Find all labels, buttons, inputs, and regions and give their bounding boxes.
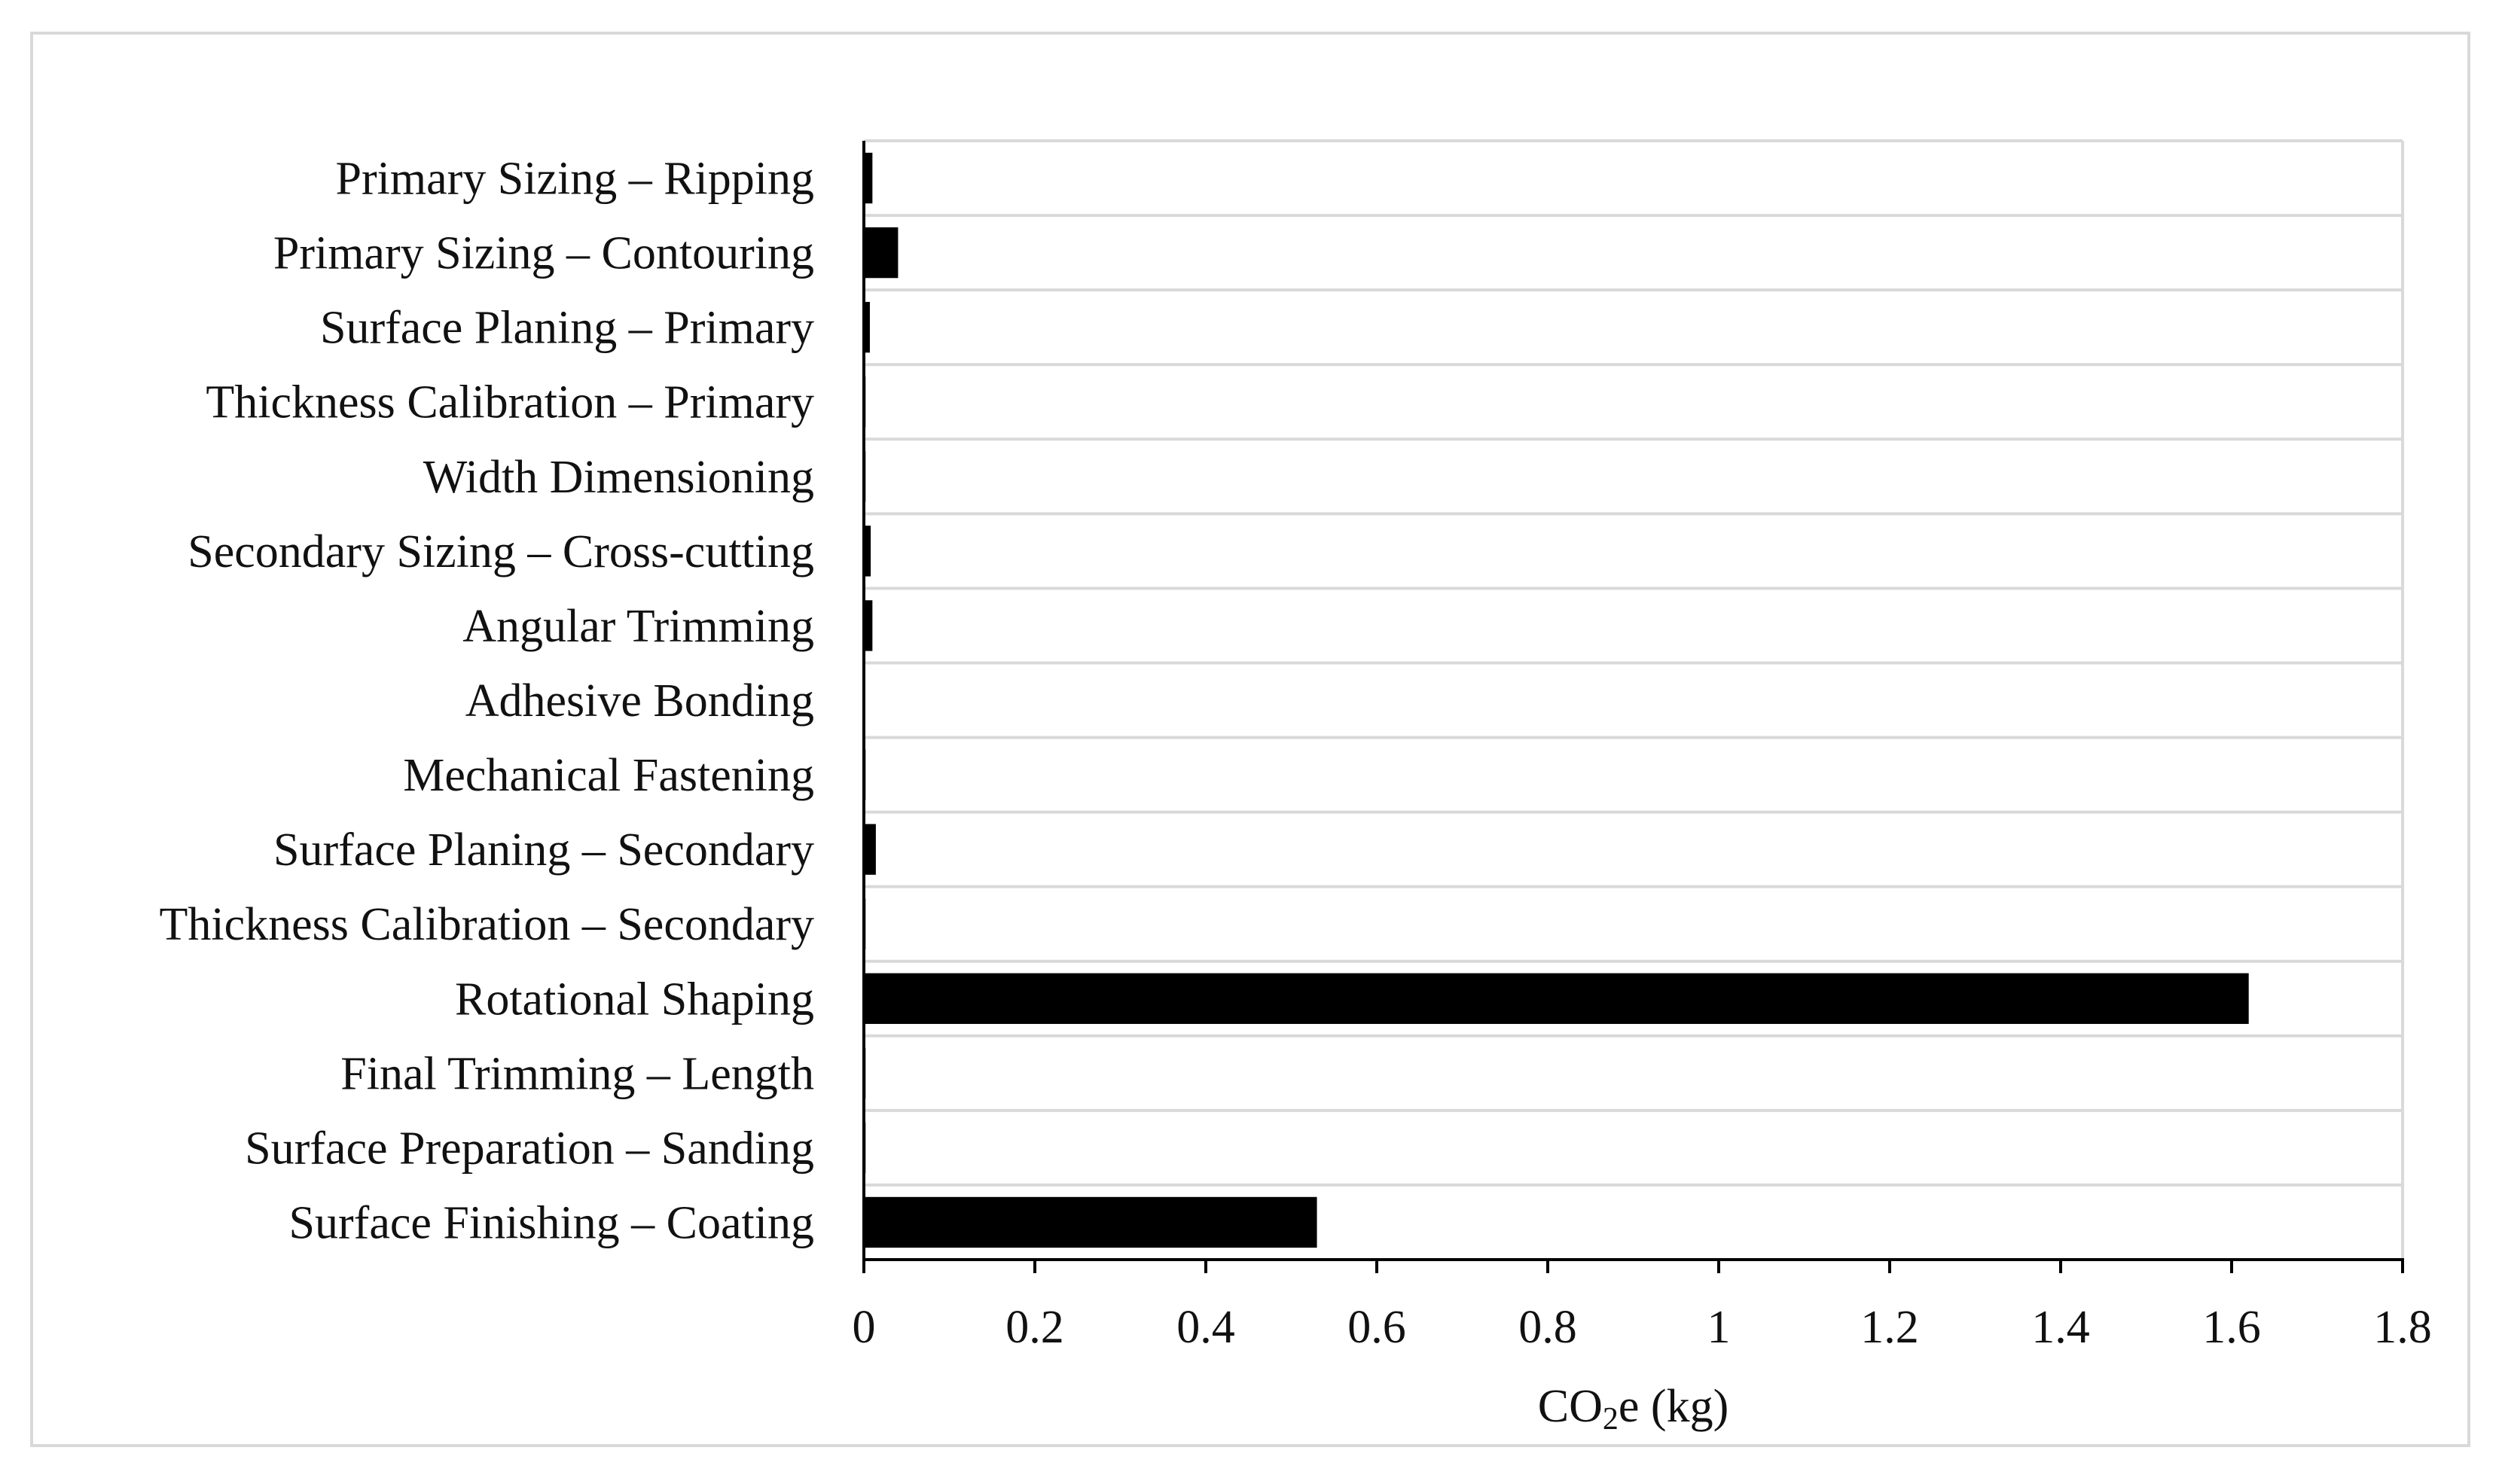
category-label: Secondary Sizing – Cross-cutting bbox=[188, 526, 814, 577]
grid-layer bbox=[864, 139, 2404, 1261]
category-label: Adhesive Bonding bbox=[465, 675, 814, 727]
category-label: Surface Preparation – Sanding bbox=[245, 1123, 814, 1174]
category-label: Primary Sizing – Contouring bbox=[273, 228, 814, 279]
category-label: Surface Planing – Primary bbox=[320, 303, 814, 354]
x-axis-title-subscript: 2 bbox=[1603, 1402, 1619, 1437]
x-tick-label: 0.8 bbox=[1518, 1302, 1577, 1353]
category-label: Final Trimming – Length bbox=[340, 1048, 814, 1099]
category-label: Angular Trimming bbox=[462, 601, 814, 652]
category-label: Rotational Shaping bbox=[455, 974, 814, 1025]
x-axis-title-main: CO bbox=[1538, 1381, 1603, 1432]
category-label: Width Dimensioning bbox=[423, 452, 814, 503]
x-tick-label: 1.6 bbox=[2202, 1302, 2261, 1353]
x-tick-label: 0.6 bbox=[1347, 1302, 1406, 1353]
bar bbox=[864, 600, 873, 651]
x-tick-label: 1.2 bbox=[1860, 1302, 1919, 1353]
bar bbox=[864, 824, 876, 875]
axis-layer bbox=[862, 141, 2404, 1273]
bar bbox=[864, 1196, 1317, 1248]
bar bbox=[864, 526, 871, 577]
x-tick-label: 1.4 bbox=[2031, 1302, 2090, 1353]
category-label: Mechanical Fastening bbox=[403, 750, 814, 801]
category-label: Thickness Calibration – Primary bbox=[206, 377, 814, 428]
bar bbox=[864, 152, 873, 204]
x-tick-label: 1 bbox=[1707, 1302, 1731, 1353]
x-tick-label: 0.2 bbox=[1005, 1302, 1064, 1353]
bar-layer bbox=[864, 152, 2249, 1248]
x-tick-label: 0.4 bbox=[1176, 1302, 1235, 1353]
bar bbox=[864, 973, 2249, 1024]
category-label-layer: Primary Sizing – Ripping Primary Sizing –… bbox=[159, 154, 814, 1249]
bar bbox=[864, 227, 899, 279]
category-label: Thickness Calibration – Secondary bbox=[159, 899, 814, 950]
tick-label-layer: 0 0.2 0.4 0.6 0.8 1 1.2 1.4 1.6 1.8 bbox=[853, 1302, 2432, 1353]
x-tick-label: 1.8 bbox=[2373, 1302, 2432, 1353]
x-tick-label: 0 bbox=[853, 1302, 876, 1353]
category-label: Primary Sizing – Ripping bbox=[336, 154, 815, 205]
category-label: Surface Planing – Secondary bbox=[273, 824, 814, 876]
x-axis-title: CO2e (kg) bbox=[1538, 1381, 1729, 1437]
bar bbox=[864, 301, 870, 353]
x-axis-title-rest: e (kg) bbox=[1619, 1381, 1729, 1432]
category-label: Surface Finishing – Coating bbox=[289, 1197, 814, 1248]
